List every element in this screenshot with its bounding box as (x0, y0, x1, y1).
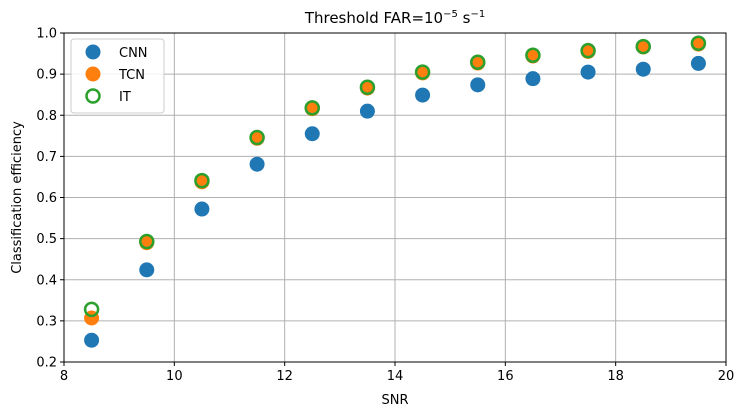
x-tick-label: 8 (60, 369, 68, 384)
data-point-cnn (139, 262, 155, 278)
data-point-it (139, 233, 155, 250)
data-point-cnn (580, 64, 596, 80)
data-point-cnn (359, 103, 375, 119)
title-exponent: −5 (443, 9, 458, 20)
data-point-it (470, 54, 486, 70)
plot-frame (63, 32, 727, 363)
data-point-cnn (635, 61, 651, 77)
data-point-it (580, 42, 596, 59)
y-tick-label: 0.8 (36, 109, 57, 124)
y-tick-label: 0.6 (36, 191, 57, 206)
data-point-cnn (194, 201, 210, 217)
y-tick-label: 0.3 (36, 314, 57, 329)
y-axis-label: Classification efficiency (10, 121, 25, 274)
data-point-it (304, 100, 320, 116)
legend-label-it: IT (119, 90, 131, 105)
tick-layer: 8 10 12 14 16 18 20 0.2 0.3 0.4 0.5 0.6 0.7 0.8 0.9 1.0 (36, 27, 734, 385)
data-point-cnn (249, 156, 265, 172)
grid-layer (63, 32, 727, 363)
legend-marker-it (85, 88, 101, 104)
series-cnn (84, 55, 706, 348)
x-axis-label: SNR (381, 393, 408, 408)
data-point-cnn (304, 126, 320, 142)
y-tick-label: 0.9 (36, 68, 57, 83)
series-it (83, 35, 707, 318)
x-tick-label: 16 (497, 369, 514, 384)
x-tick-label: 20 (718, 369, 735, 384)
x-tick-label: 18 (607, 369, 624, 384)
data-point-it (635, 38, 651, 55)
data-point-cnn (525, 71, 541, 87)
data-point-it (359, 79, 376, 96)
legend-marker-tcn (85, 66, 101, 82)
data-point-it (525, 47, 541, 63)
y-tick-label: 0.2 (36, 356, 57, 371)
y-tick-label: 0.4 (36, 273, 57, 288)
series-layer (83, 35, 707, 348)
data-point-cnn (690, 55, 706, 71)
data-point-cnn (84, 332, 100, 348)
data-point-it (83, 301, 100, 318)
legend-marker-cnn (85, 44, 101, 60)
data-point-it (690, 35, 707, 52)
data-point-it (249, 129, 265, 146)
data-point-cnn (415, 87, 431, 103)
y-tick-label: 0.5 (36, 232, 57, 247)
data-point-cnn (470, 77, 486, 93)
y-tick-label: 0.7 (36, 150, 57, 165)
data-point-it (414, 64, 431, 80)
legend-label-tcn: TCN (118, 68, 145, 83)
legend: CNN TCN IT (70, 38, 165, 114)
x-tick-label: 12 (276, 369, 293, 384)
x-tick-label: 10 (166, 369, 183, 384)
title-unit-exponent: −1 (470, 9, 485, 20)
data-point-it (194, 172, 210, 189)
title-unit: s (458, 9, 471, 27)
chart-title: Threshold FAR=10−5 s−1 (304, 9, 485, 27)
legend-frame (70, 38, 165, 114)
y-tick-label: 1.0 (36, 27, 57, 42)
legend-label-cnn: CNN (119, 46, 148, 61)
title-main: Threshold FAR=10 (304, 9, 443, 27)
x-tick-label: 14 (387, 369, 404, 384)
